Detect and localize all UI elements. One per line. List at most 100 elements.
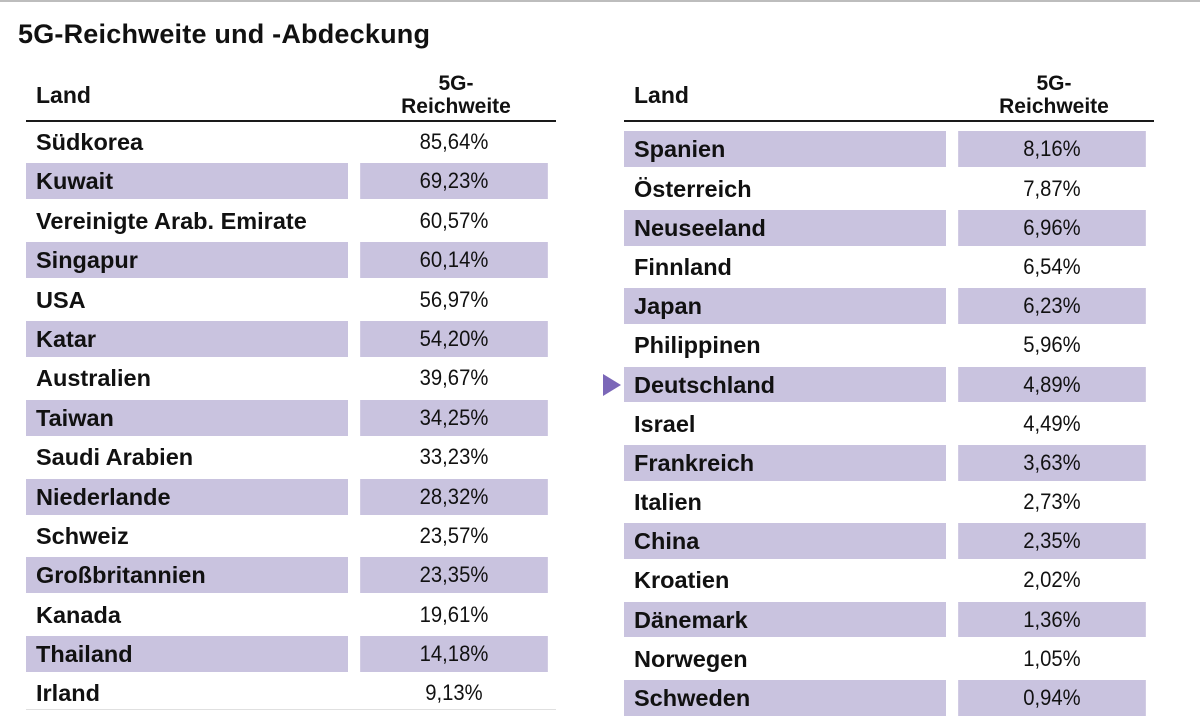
table-row: Dänemark 1,36% bbox=[624, 601, 1154, 638]
table-right: Land 5G- Reichweite Spanien 8,16% Österrei… bbox=[603, 64, 1154, 716]
table-row: Niederlande 28,32% bbox=[26, 478, 556, 515]
country-name: Singapur bbox=[26, 242, 348, 279]
top-rule bbox=[0, 0, 1200, 2]
reichweite-value: 1,05% bbox=[1023, 645, 1081, 671]
country-name: Taiwan bbox=[26, 399, 348, 436]
reichweite-value: 7,87% bbox=[1023, 175, 1081, 201]
reichweite-value: 5,96% bbox=[1023, 332, 1081, 358]
country-name: Israel bbox=[634, 410, 696, 437]
country-name: Saudi Arabien bbox=[36, 444, 194, 471]
table-row: Spanien 8,16% bbox=[624, 131, 1154, 168]
table-row: USA 56,97% bbox=[26, 282, 556, 318]
header-land: Land bbox=[634, 82, 689, 108]
table-row: Irland 9,13% bbox=[26, 675, 556, 711]
reichweite-value: 4,49% bbox=[1023, 410, 1081, 436]
table-row: Frankreich 3,63% bbox=[624, 444, 1154, 481]
table-row: Norwegen 1,05% bbox=[624, 641, 1154, 677]
reichweite-value: 9,13% bbox=[425, 680, 483, 706]
reichweite-value: 6,96% bbox=[958, 209, 1146, 246]
header-reichweite: 5G- Reichweite bbox=[999, 72, 1109, 118]
reichweite-value: 33,23% bbox=[419, 444, 489, 470]
reichweite-value: 6,54% bbox=[1023, 253, 1081, 279]
country-name: Finnland bbox=[634, 253, 732, 280]
table-row: Italien 2,73% bbox=[624, 484, 1154, 520]
table-row: Österreich 7,87% bbox=[624, 171, 1154, 207]
table-row: Kanada 19,61% bbox=[26, 597, 556, 633]
table-row: Kroatien 2,02% bbox=[624, 562, 1154, 598]
country-name: Katar bbox=[26, 320, 348, 357]
reichweite-value: 28,32% bbox=[360, 478, 548, 515]
table-row: Singapur 60,14% bbox=[26, 242, 556, 279]
reichweite-value: 54,20% bbox=[360, 320, 548, 357]
country-name: Italien bbox=[634, 489, 702, 516]
table-left: Land 5G- Reichweite Südkorea 85,64% Kuwait… bbox=[26, 64, 556, 711]
table-row: Thailand 14,18% bbox=[26, 636, 556, 673]
reichweite-value: 2,35% bbox=[958, 523, 1146, 560]
country-name: Schweden bbox=[624, 680, 946, 716]
table-row: Deutschland 4,89% bbox=[603, 366, 1154, 403]
reichweite-value: 39,67% bbox=[419, 365, 489, 391]
country-name: Thailand bbox=[26, 636, 348, 673]
table-row: Neuseeland 6,96% bbox=[624, 209, 1154, 246]
reichweite-value: 23,57% bbox=[419, 522, 489, 548]
reichweite-value: 8,16% bbox=[958, 131, 1146, 168]
reichweite-value: 14,18% bbox=[360, 636, 548, 673]
country-name: Schweiz bbox=[36, 522, 129, 549]
reichweite-value: 1,36% bbox=[958, 601, 1146, 638]
country-name: China bbox=[624, 523, 946, 560]
table-row: Großbritannien 23,35% bbox=[26, 557, 556, 594]
country-name: Südkorea bbox=[36, 129, 144, 155]
table-body: Südkorea 85,64% Kuwait 69,23% Vereinigte Ara… bbox=[26, 124, 556, 711]
reichweite-value: 34,25% bbox=[360, 399, 548, 436]
country-name: Österreich bbox=[634, 175, 752, 202]
table-row: Schweden 0,94% bbox=[624, 680, 1154, 716]
reichweite-value: 6,23% bbox=[958, 288, 1146, 324]
country-name: Kuwait bbox=[26, 163, 348, 200]
country-name: Niederlande bbox=[26, 478, 348, 515]
reichweite-value: 60,14% bbox=[360, 242, 548, 279]
country-name: Vereinigte Arab. Emirate bbox=[36, 207, 307, 234]
table-row: Australien 39,67% bbox=[26, 360, 556, 396]
country-name: Japan bbox=[624, 288, 946, 324]
country-name: Irland bbox=[36, 680, 100, 707]
country-name: Australien bbox=[36, 365, 151, 392]
reichweite-value: 60,57% bbox=[419, 207, 489, 233]
reichweite-value: 23,35% bbox=[360, 557, 548, 594]
country-name: Großbritannien bbox=[26, 557, 348, 594]
reichweite-value: 19,61% bbox=[419, 601, 489, 627]
reichweite-value: 0,94% bbox=[958, 680, 1146, 716]
reichweite-value: 85,64% bbox=[419, 129, 489, 154]
country-name: Frankreich bbox=[624, 444, 946, 481]
country-name: Neuseeland bbox=[624, 209, 946, 246]
table-row: Vereinigte Arab. Emirate 60,57% bbox=[26, 203, 556, 239]
country-name: Kroatien bbox=[634, 567, 730, 594]
highlight-arrow-icon bbox=[603, 373, 621, 396]
table-row: Israel 4,49% bbox=[624, 406, 1154, 442]
header-land: Land bbox=[36, 82, 91, 108]
table-row: China 2,35% bbox=[624, 523, 1154, 560]
table-row: Schweiz 23,57% bbox=[26, 518, 556, 554]
table-row: Katar 54,20% bbox=[26, 320, 556, 357]
table-row: Südkorea 85,64% bbox=[26, 124, 556, 160]
country-name: Norwegen bbox=[634, 645, 748, 672]
reichweite-value: 2,73% bbox=[1023, 489, 1081, 515]
bottom-rule bbox=[26, 709, 556, 710]
table-header: Land 5G- Reichweite bbox=[26, 64, 556, 122]
country-name: Spanien bbox=[624, 131, 946, 168]
reichweite-value: 4,89% bbox=[958, 366, 1146, 403]
reichweite-value: 56,97% bbox=[419, 286, 489, 312]
reichweite-value: 3,63% bbox=[958, 444, 1146, 481]
country-name: Deutschland bbox=[624, 366, 946, 403]
table-row: Kuwait 69,23% bbox=[26, 163, 556, 200]
header-reichweite: 5G- Reichweite bbox=[401, 72, 511, 118]
country-name: Kanada bbox=[36, 601, 121, 628]
table-row: Japan 6,23% bbox=[624, 288, 1154, 324]
table-header: Land 5G- Reichweite bbox=[624, 64, 1154, 122]
reichweite-value: 69,23% bbox=[360, 163, 548, 200]
page-title: 5G-Reichweite und -Abdeckung bbox=[18, 19, 431, 49]
table-row: Finnland 6,54% bbox=[624, 249, 1154, 285]
table-row: Saudi Arabien 33,23% bbox=[26, 439, 556, 475]
table-row: Philippinen 5,96% bbox=[624, 327, 1154, 363]
country-name: Dänemark bbox=[624, 601, 946, 638]
country-name: USA bbox=[36, 286, 86, 313]
